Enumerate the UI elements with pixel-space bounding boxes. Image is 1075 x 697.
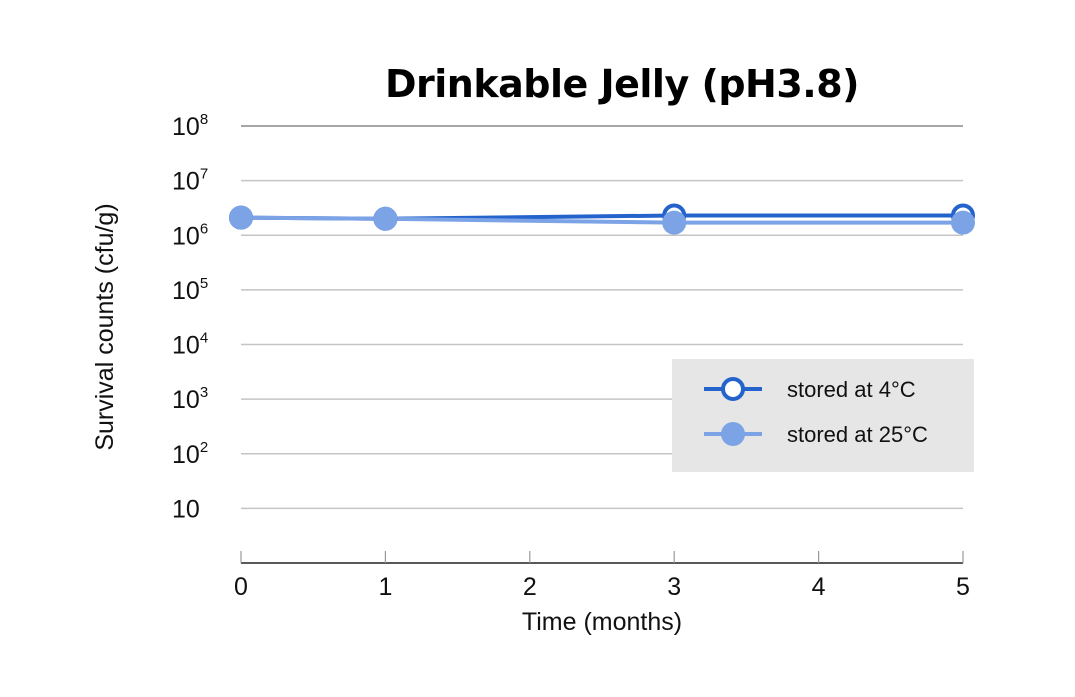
y-tick-label: 107 — [172, 166, 208, 196]
y-tick-label: 106 — [172, 220, 208, 250]
data-point — [662, 210, 687, 235]
data-point — [373, 206, 398, 231]
x-tick-label: 3 — [667, 573, 681, 601]
x-tick-label: 1 — [378, 573, 392, 601]
legend-label-4c: stored at 4°C — [787, 377, 916, 402]
legend-item-25c: stored at 25°C — [704, 422, 928, 447]
x-tick-label: 5 — [956, 573, 970, 601]
x-axis-label: Time (months) — [522, 608, 682, 636]
legend: stored at 4°C stored at 25°C — [672, 359, 974, 472]
legend-label-25c: stored at 25°C — [787, 422, 928, 447]
y-tick-label: 105 — [172, 275, 208, 305]
data-series — [229, 203, 975, 235]
y-tick-label: 108 — [172, 111, 208, 141]
y-axis-label: Survival counts (cfu/g) — [91, 203, 119, 450]
x-tick-label: 2 — [523, 573, 537, 601]
data-point — [951, 210, 975, 235]
series-line — [240, 215, 963, 225]
y-axis-ticks: 108 107 106 105 104 103 102 10 — [172, 111, 208, 523]
y-tick-label: 104 — [172, 330, 208, 360]
x-tick-label: 0 — [234, 573, 248, 601]
y-tick-label: 103 — [172, 384, 208, 414]
filled-circle-marker-icon — [721, 422, 745, 446]
gridlines — [241, 125, 963, 510]
y-tick-label: 102 — [172, 439, 208, 469]
chart-title: Drinkable Jelly (pH3.8) — [385, 62, 859, 106]
legend-box — [672, 359, 974, 472]
hollow-circle-marker-icon — [721, 377, 745, 401]
x-axis-ticks: 0 1 2 3 4 5 — [234, 551, 970, 601]
y-tick-label: 10 — [172, 495, 200, 523]
data-point — [229, 205, 253, 230]
x-tick-label: 4 — [812, 573, 826, 601]
legend-item-4c: stored at 4°C — [704, 377, 916, 402]
